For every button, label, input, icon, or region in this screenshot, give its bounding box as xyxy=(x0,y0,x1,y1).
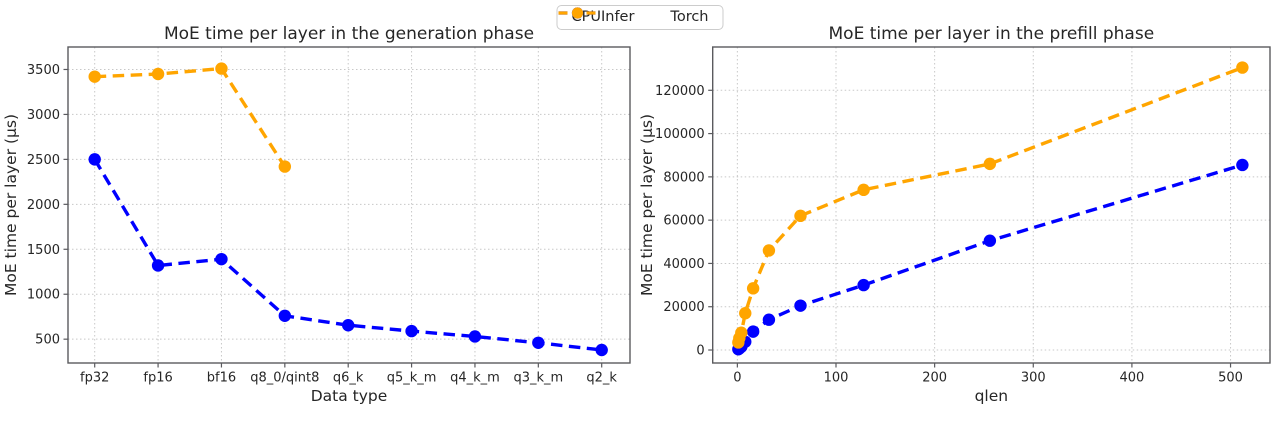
prefill-ytick-label: 40000 xyxy=(663,257,704,272)
generation-ytick-label: 1500 xyxy=(27,243,60,258)
generation-title: MoE time per layer in the generation pha… xyxy=(164,24,534,44)
generation-torch-marker xyxy=(151,67,165,81)
prefill-torch-marker xyxy=(746,282,760,295)
legend-label-torch: Torch xyxy=(670,9,709,25)
legend-item-torch: Torch xyxy=(558,7,709,25)
prefill-torch-marker xyxy=(857,183,870,197)
prefill-series-torch xyxy=(732,61,1249,349)
generation-xtick-label: q5_k_m xyxy=(387,371,437,386)
generation-xtick-label: q6_k xyxy=(333,371,364,386)
generation-xtick-label: fp16 xyxy=(143,371,172,386)
generation-ytick-label: 500 xyxy=(35,333,60,348)
prefill-ytick-label: 0 xyxy=(696,344,704,359)
generation-cpuinfer-marker xyxy=(405,324,418,338)
generation-xtick-label: q2_k xyxy=(586,371,617,386)
generation-cpuinfer-marker xyxy=(215,252,228,266)
prefill-grid xyxy=(712,47,1270,363)
generation-grid xyxy=(68,47,630,363)
prefill-cpuinfer-marker xyxy=(983,234,997,247)
generation-cpuinfer-marker xyxy=(595,343,608,357)
prefill-xtick-label: 400 xyxy=(1119,371,1144,386)
generation-torch-marker xyxy=(88,70,101,83)
generation-torch-line xyxy=(94,66,287,168)
prefill-xtick-label: 500 xyxy=(1218,371,1243,386)
generation-ytick-label: 3500 xyxy=(27,63,60,78)
prefill-torch-marker xyxy=(762,244,776,257)
generation-series-torch xyxy=(88,62,292,173)
generation-ytick-label: 2000 xyxy=(27,198,60,213)
prefill-cpuinfer-marker xyxy=(857,278,870,292)
prefill-xtick-label: 300 xyxy=(1021,371,1046,386)
generation-cpuinfer-marker xyxy=(468,330,482,343)
generation-cpuinfer-marker xyxy=(88,153,101,166)
torch-legend-dot-icon xyxy=(571,7,584,19)
prefill-series-cpuinfer xyxy=(732,158,1249,356)
generation-yaxis-label: MoE time per layer (µs) xyxy=(2,114,20,296)
prefill-ytick-label: 20000 xyxy=(663,300,704,315)
generation-subplot: 500 1000 1500 2000 2500 3000 3500 fp32 fp16 bf16 q… xyxy=(2,24,631,405)
generation-spines xyxy=(67,46,631,364)
generation-cpuinfer-marker xyxy=(278,309,292,323)
prefill-torch-marker xyxy=(1236,61,1249,74)
prefill-cpuinfer-marker xyxy=(762,313,776,326)
prefill-xaxis-label: qlen xyxy=(975,387,1009,405)
prefill-ytick-label: 60000 xyxy=(663,214,704,229)
prefill-yaxis-label: MoE time per layer (µs) xyxy=(638,114,656,296)
prefill-xtick-label: 0 xyxy=(733,371,741,386)
prefill-title: MoE time per layer in the prefill phase xyxy=(829,24,1155,44)
generation-xtick-label: q8_0/qint8 xyxy=(250,371,319,386)
generation-xtick-label: bf16 xyxy=(207,371,236,386)
generation-xtick-label: q4_k_m xyxy=(450,371,500,386)
prefill-cpuinfer-marker xyxy=(1236,158,1249,172)
prefill-cpuinfer-marker xyxy=(794,299,807,312)
generation-cpuinfer-line xyxy=(93,158,602,352)
generation-xtick-label: q3_k_m xyxy=(513,371,563,386)
generation-series-cpuinfer xyxy=(88,153,608,357)
prefill-cpuinfer-line xyxy=(737,163,1243,351)
generation-xtick-label: fp32 xyxy=(80,371,109,386)
prefill-torch-marker xyxy=(735,326,748,339)
generation-ytick-label: 3000 xyxy=(27,108,60,123)
generation-ytick-label: 2500 xyxy=(27,153,60,168)
prefill-torch-marker xyxy=(983,157,997,171)
prefill-xtick-label: 200 xyxy=(922,371,947,386)
prefill-torch-marker xyxy=(739,307,752,320)
torch-line-marker-icon xyxy=(558,7,597,19)
prefill-xtick-label: 100 xyxy=(824,371,849,386)
legend: CPUInfer Torch xyxy=(556,5,724,30)
prefill-ytick-label: 80000 xyxy=(663,170,704,185)
prefill-torch-marker xyxy=(794,209,807,223)
generation-torch-marker xyxy=(215,62,228,75)
generation-cpuinfer-marker xyxy=(151,259,165,272)
prefill-ytick-label: 100000 xyxy=(655,127,705,142)
prefill-ticks xyxy=(708,89,1232,368)
generation-xaxis-label: Data type xyxy=(311,387,388,405)
generation-cpuinfer-marker xyxy=(342,319,355,332)
generation-ytick-label: 1000 xyxy=(27,288,60,303)
generation-ticks xyxy=(63,68,603,368)
prefill-cpuinfer-marker xyxy=(746,325,760,338)
generation-torch-marker xyxy=(278,160,292,173)
generation-cpuinfer-marker xyxy=(532,336,545,349)
prefill-ytick-label: 120000 xyxy=(655,84,705,99)
prefill-subplot: 0 20000 40000 60000 80000 100000 120000 0 100 200… xyxy=(638,24,1271,405)
prefill-spines xyxy=(712,46,1271,364)
